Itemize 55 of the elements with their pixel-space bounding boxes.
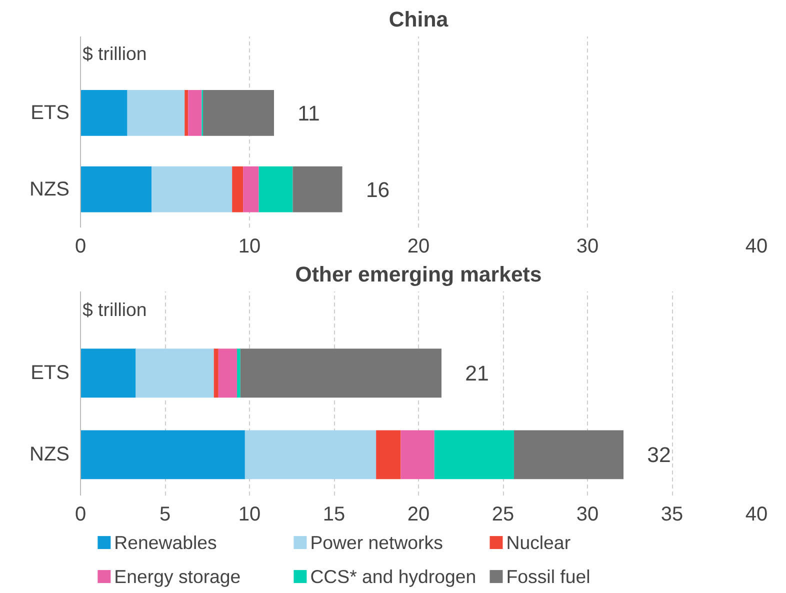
bar bbox=[188, 90, 202, 136]
bar bbox=[80, 348, 136, 398]
bar bbox=[244, 430, 376, 480]
total-label: 16 bbox=[366, 178, 390, 202]
y-axis-title: $ trillion bbox=[82, 298, 147, 320]
bar bbox=[218, 348, 237, 398]
x-tick-label: 40 bbox=[745, 504, 768, 526]
bar bbox=[203, 90, 274, 136]
bar bbox=[400, 430, 434, 480]
bar bbox=[292, 166, 342, 212]
x-tick-label: 10 bbox=[238, 236, 261, 258]
bar bbox=[232, 166, 244, 212]
bar bbox=[434, 430, 514, 480]
chart-title: China bbox=[388, 8, 448, 32]
x-tick-label: 20 bbox=[407, 236, 430, 258]
legend-label: Power networks bbox=[310, 532, 443, 554]
total-label: 11 bbox=[298, 101, 320, 126]
bar bbox=[80, 90, 128, 136]
bar bbox=[240, 348, 442, 398]
legend-label: Nuclear bbox=[506, 532, 571, 554]
bar bbox=[80, 430, 245, 480]
y-tick-label: ETS bbox=[30, 102, 70, 124]
legend-label: CCS* and hydrogen bbox=[310, 566, 476, 588]
bar bbox=[152, 166, 232, 212]
bar bbox=[243, 166, 259, 212]
x-tick-label: 0 bbox=[74, 504, 86, 526]
x-tick-label: 20 bbox=[407, 504, 430, 526]
x-tick-label: 15 bbox=[322, 504, 346, 526]
y-tick-label: ETS bbox=[30, 362, 70, 384]
x-tick-label: 40 bbox=[745, 236, 768, 258]
y-axis-title: $ trillion bbox=[82, 42, 147, 64]
bar bbox=[376, 430, 401, 480]
legend-label: Energy storage bbox=[114, 566, 241, 588]
x-tick-label: 30 bbox=[576, 504, 599, 526]
x-tick-label: 30 bbox=[576, 236, 599, 258]
bar bbox=[136, 348, 214, 398]
bar bbox=[236, 348, 240, 398]
chart-title: Other emerging markets bbox=[295, 262, 542, 286]
total-label: 32 bbox=[647, 443, 671, 468]
x-tick-label: 25 bbox=[492, 504, 514, 526]
bar bbox=[258, 166, 293, 212]
x-tick-label: 0 bbox=[74, 236, 86, 258]
x-tick-label: 10 bbox=[238, 504, 261, 526]
total-label: 21 bbox=[465, 362, 489, 386]
x-tick-label: 35 bbox=[660, 504, 684, 526]
bar bbox=[514, 430, 624, 480]
legend-label: Fossil fuel bbox=[506, 566, 590, 588]
bar bbox=[184, 90, 188, 136]
y-tick-label: NZS bbox=[30, 178, 70, 200]
x-tick-label: 5 bbox=[159, 504, 171, 526]
bar bbox=[214, 348, 218, 398]
y-tick-label: NZS bbox=[30, 444, 70, 466]
bar bbox=[80, 166, 152, 212]
bar bbox=[127, 90, 185, 136]
legend-label: Renewables bbox=[114, 532, 217, 554]
